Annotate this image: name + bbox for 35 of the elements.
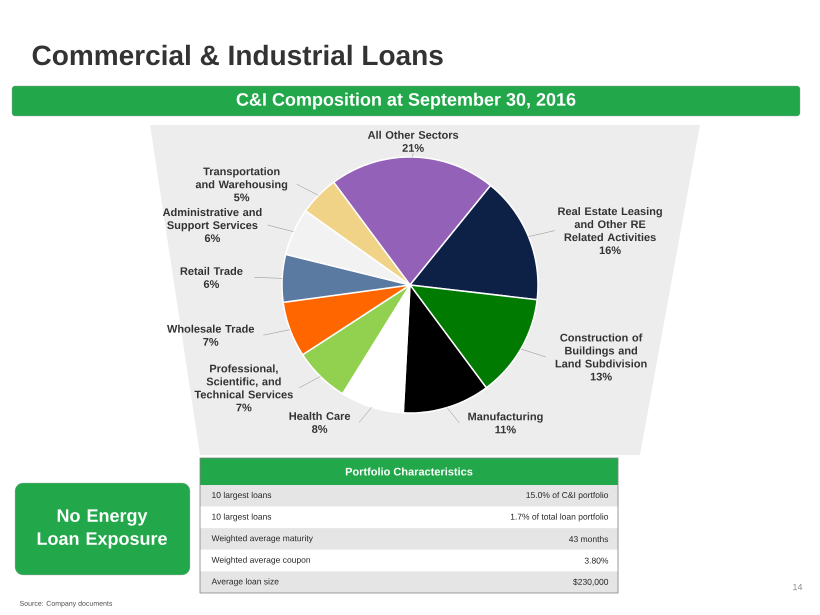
data-label: 11% [495,426,516,434]
slice-label: Health Care [290,412,350,420]
text: 15.0% of C&I portfolio [526,492,608,500]
data-label: 7% [236,404,252,412]
data-label: 13% [590,372,612,381]
slice-label: Manufacturing [468,412,543,423]
text: 3.80% [584,558,608,564]
slice-label: Transportation and Warehousing [196,167,288,191]
slice-label: Professional, Scientific, and Technical Services [194,364,293,398]
text: Weighted average coupon [212,556,310,565]
data-label: 7% [203,338,218,346]
text: Average loan size [212,578,279,586]
text: $230,000 [573,578,608,586]
data-label: 6% [204,234,220,242]
slice-label: Wholesale Trade [167,324,254,333]
slice-label: Administrative and Support Services [162,208,262,232]
slice-label: All Other Sectors [368,130,458,139]
text: 43 months [568,536,608,542]
text: Portfolio Characteristics [346,467,472,476]
chart-title: Commercial & Industrial Loans [32,44,443,66]
data-label: 16% [600,246,621,254]
text: No Energy Loan Exposure [38,509,167,549]
data-label: 8% [312,425,328,433]
slice-label: Retail Trade [180,266,243,275]
slice-label: Real Estate Leasing and Other RE Related Activities [558,207,662,242]
data-label: 21% [402,144,424,152]
chart-subtitle: C&I Composition at September 30, 2016 [236,92,576,110]
text: 10 largest loans [212,492,272,500]
data-label: 6% [204,280,220,288]
text: 10 largest loans [212,513,272,522]
text: Weighted average maturity [212,535,313,543]
text: 14 [793,584,802,590]
slice-label: Construction of Buildings and Land Subdivision [556,333,647,368]
data-label: 5% [234,194,250,202]
text: 1.7% of total loan portfolio [510,513,608,522]
